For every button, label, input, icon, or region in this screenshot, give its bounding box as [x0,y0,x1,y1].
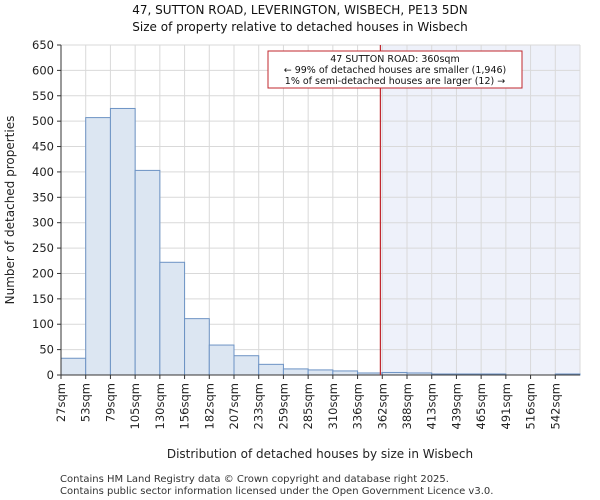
y-tick-label: 200 [32,266,54,280]
annotation-box [267,50,523,89]
chart-subtitle: Size of property relative to detached ho… [132,20,467,34]
y-tick-label: 300 [32,216,54,230]
x-tick-label: 156sqm [178,383,192,429]
bar-53sqm [85,117,111,376]
bar-259sqm [282,368,309,376]
y-tick-label: 550 [32,89,54,103]
bar-233sqm [258,363,284,376]
x-tick-label: 233sqm [252,383,266,429]
annotation-line: 47 SUTTON ROAD: 360sqm [330,54,459,65]
y-tick-label: 0 [47,368,54,382]
y-tick-label: 350 [32,190,54,204]
bar-156sqm [184,318,210,376]
x-tick-label: 388sqm [400,383,414,429]
footer-line-2: Contains public sector information licen… [60,486,493,497]
bar-182sqm [208,344,235,376]
chart-title: 47, SUTTON ROAD, LEVERINGTON, WISBECH, P… [132,3,467,17]
y-tick-label: 500 [32,114,54,128]
y-tick-label: 150 [32,292,54,306]
bar-285sqm [307,369,334,376]
x-tick-label: 259sqm [276,383,290,429]
x-tick-label: 207sqm [227,383,241,429]
footer-line-1: Contains HM Land Registry data © Crown c… [60,474,449,485]
x-tick-label: 362sqm [375,383,389,429]
x-tick-label: 182sqm [202,383,216,429]
x-tick-label: 465sqm [474,383,488,429]
y-tick-label: 50 [39,343,54,357]
bar-105sqm [134,169,161,376]
x-tick-label: 439sqm [449,383,463,429]
annotation-line: 1% of semi-detached houses are larger (1… [285,76,505,87]
y-axis-label: Number of detached properties [3,116,17,305]
bar-27sqm [60,357,87,376]
y-tick-label: 450 [32,140,54,154]
x-tick-label: 27sqm [54,383,68,422]
y-tick-label: 400 [32,165,54,179]
x-tick-label: 516sqm [524,383,538,429]
y-tick-label: 600 [32,63,54,77]
x-tick-label: 105sqm [128,383,142,429]
x-axis-label: Distribution of detached houses by size … [167,447,473,461]
bar-79sqm [109,107,136,376]
x-tick-label: 310sqm [326,383,340,429]
bar-130sqm [159,261,186,376]
x-tick-label: 79sqm [103,383,117,422]
annotation-line: ← 99% of detached houses are smaller (1,… [284,65,507,76]
bar-310sqm [332,370,359,376]
x-tick-label: 491sqm [499,383,513,429]
x-tick-label: 53sqm [79,383,93,422]
y-tick-label: 250 [32,241,54,255]
y-tick-label: 100 [32,317,54,331]
highlight-region [380,45,580,375]
x-tick-label: 336sqm [351,383,365,429]
x-tick-label: 542sqm [548,383,562,429]
plot-area: 0 50 100 150 200 250 300 350 400 450 500 550 600 650 2… [32,38,581,429]
y-tick-label: 650 [32,38,54,52]
x-tick-label: 413sqm [425,383,439,429]
x-tick-label: 285sqm [301,383,315,429]
x-tick-label: 130sqm [153,383,167,429]
bar-207sqm [233,355,260,376]
